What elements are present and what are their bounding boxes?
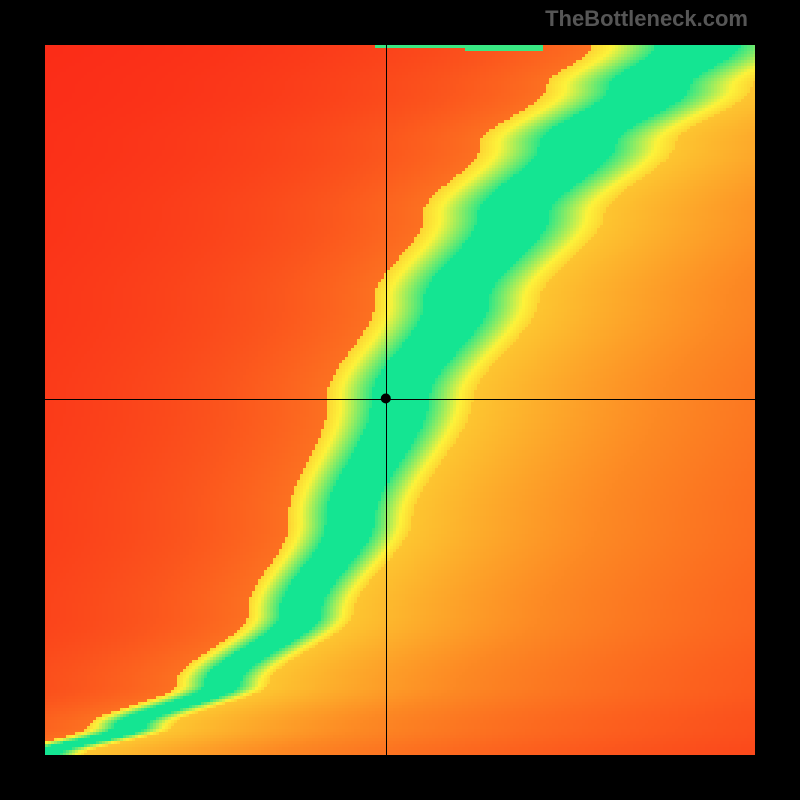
bottleneck-heatmap: [0, 0, 800, 800]
watermark-text: TheBottleneck.com: [545, 6, 748, 32]
